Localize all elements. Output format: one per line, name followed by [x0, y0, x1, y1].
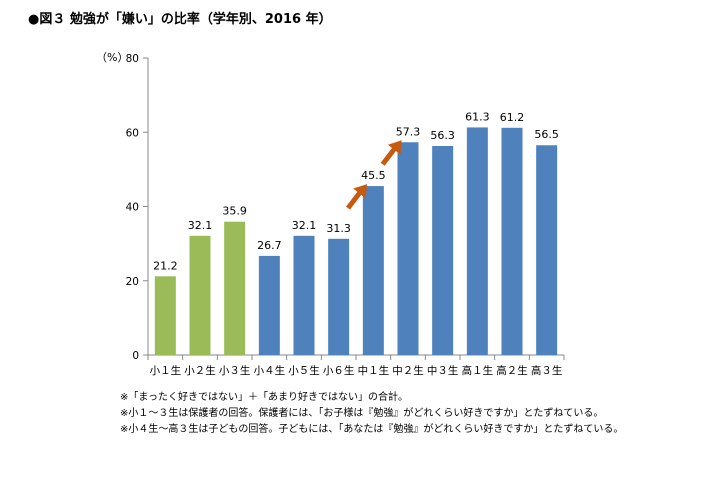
data-label: 57.3 [396, 125, 421, 138]
bar [293, 235, 315, 355]
category-label: 中２生 [392, 364, 424, 377]
data-label: 35.9 [222, 205, 247, 218]
chart-title: ●図３ 勉強が「嫌い」の比率（学年別、2016 年） [28, 12, 332, 27]
trend-arrow [380, 140, 402, 166]
value-labels: 21.2 32.1 35.9 26.7 32.1 31.3 45.5 57.3 56.3 61.3… [153, 110, 559, 272]
data-label: 26.7 [257, 239, 282, 252]
data-label: 32.1 [188, 219, 213, 232]
y-tick-label: 80 [126, 53, 139, 65]
y-axis: 0 20 40 60 80 [126, 53, 149, 362]
data-label: 56.3 [430, 129, 455, 142]
trend-arrows [346, 140, 402, 210]
bar [432, 145, 454, 355]
category-label: 高１生 [462, 364, 494, 377]
data-label: 45.5 [361, 169, 386, 182]
bar [501, 127, 523, 355]
y-tick-label: 20 [126, 276, 139, 288]
category-labels: 小１生 小２生 小３生 小４生 小５生 小６生 中１生 中２生 中３生 高１生 高２生 高３生 [150, 364, 563, 377]
bar [224, 221, 246, 355]
bar [536, 145, 558, 355]
note-1: ※「まったく好きではない」＋「あまり好きではない」の合計。 [120, 392, 408, 403]
notes: ※「まったく好きではない」＋「あまり好きではない」の合計。 ※小１～３生は保護者… [120, 390, 623, 438]
bars [154, 127, 558, 355]
note-3: ※小４生～高３生は子どもの回答。子どもには、「あなたは『勉強』がどれくらい好きで… [120, 424, 624, 435]
note-2: ※小１～３生は保護者の回答。保護者には、「お子様は『勉強』がどれくらい好きですか… [120, 408, 604, 419]
category-label: 小４生 [254, 364, 286, 377]
bar [362, 186, 384, 355]
data-label: 61.2 [500, 111, 525, 124]
category-label: 中１生 [358, 364, 390, 377]
bar [189, 235, 211, 355]
trend-arrow [346, 184, 367, 210]
data-label: 61.3 [465, 110, 490, 123]
data-label: 21.2 [153, 259, 178, 272]
category-label: 高２生 [496, 364, 528, 377]
arrow-head [387, 140, 402, 155]
category-label: 小３生 [219, 364, 251, 377]
category-label: 高３生 [531, 364, 563, 377]
bar [466, 127, 488, 355]
bar [258, 255, 280, 355]
y-axis-unit: （%） [96, 51, 129, 64]
data-label: 32.1 [292, 219, 317, 232]
category-label: 中３生 [427, 364, 459, 377]
bar [154, 276, 176, 355]
category-label: 小６生 [323, 364, 355, 377]
arrow-shaft [380, 145, 398, 166]
y-tick-label: 0 [132, 350, 139, 362]
category-label: 小５生 [288, 364, 320, 377]
arrow-head [353, 184, 367, 199]
bar [397, 142, 419, 355]
arrow-shaft [346, 189, 363, 210]
category-label: 小１生 [150, 364, 182, 377]
x-axis [147, 354, 565, 360]
category-label: 小２生 [184, 364, 216, 377]
data-label: 56.5 [534, 128, 559, 141]
data-label: 31.3 [326, 222, 351, 235]
y-tick-label: 40 [126, 202, 139, 214]
bar [328, 238, 350, 355]
y-tick-label: 60 [126, 127, 139, 139]
